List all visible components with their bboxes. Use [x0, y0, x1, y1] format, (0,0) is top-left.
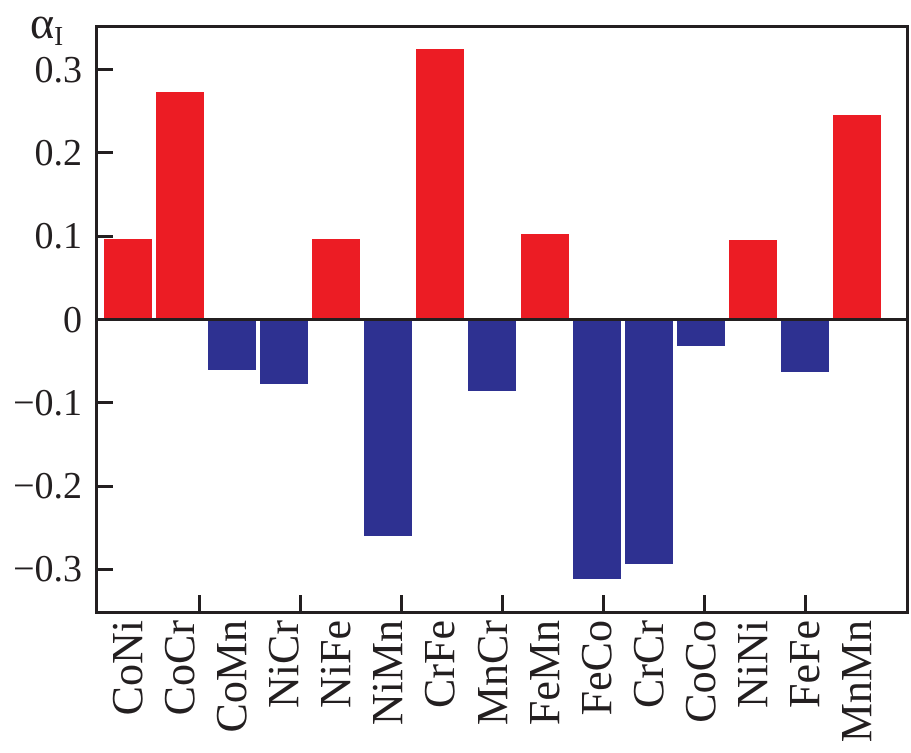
bar-CoCo: [676, 319, 725, 347]
bar-MnCr: [468, 319, 517, 392]
x-tick-mark: [399, 595, 403, 611]
y-tick-mark: [98, 401, 113, 405]
x-tick-mark: [702, 595, 706, 611]
y-tick-label: 0.3: [34, 48, 83, 91]
x-label-slot: FeCo: [571, 620, 623, 753]
y-axis-title: αI: [30, 0, 63, 50]
x-axis-category-labels: CoNi CoCr CoMn NiCr NiFe NiMn CrFe MnCr FeMn FeCo…: [98, 620, 906, 753]
y-tick-mark: [98, 234, 113, 238]
bar-NiMn: [364, 319, 413, 537]
bar-NiCr: [260, 319, 309, 385]
x-tick-mark: [803, 595, 807, 611]
x-tick-label-CoMn: CoMn: [207, 620, 257, 733]
bar-MnMn: [832, 114, 881, 320]
x-label-slot: NiNi: [727, 620, 779, 753]
x-label-slot: CoCo: [675, 620, 727, 753]
x-label-slot: CoNi: [102, 620, 154, 753]
y-axis-title-subscript: I: [54, 20, 64, 51]
y-tick-label: −0.2: [13, 465, 82, 508]
x-tick-label-MnCr: MnCr: [467, 620, 517, 726]
x-tick-mark: [298, 595, 302, 611]
x-label-slot: NiFe: [310, 620, 362, 753]
x-tick-label-NiCr: NiCr: [259, 620, 309, 708]
bar-CoCr: [156, 92, 205, 320]
bar-FeCo: [572, 319, 621, 580]
y-axis-title-base: α: [30, 0, 55, 48]
x-label-slot: FeMn: [519, 620, 571, 753]
plot-area: [95, 25, 909, 614]
x-label-slot: MnMn: [831, 620, 883, 753]
x-label-slot: CoCr: [154, 620, 206, 753]
bar-CrCr: [624, 319, 673, 564]
y-tick-label: −0.3: [13, 548, 82, 591]
x-tick-label-FeFe: FeFe: [779, 620, 829, 708]
bar-CoNi: [104, 238, 152, 320]
x-label-slot: CoMn: [206, 620, 258, 753]
bar-NiNi: [728, 239, 777, 320]
x-tick-label-MnMn: MnMn: [832, 620, 881, 743]
y-tick-label: 0: [63, 298, 82, 341]
x-tick-mark: [197, 595, 201, 611]
y-tick-mark: [98, 484, 113, 488]
bar-FeMn: [520, 233, 569, 320]
x-label-slot: NiMn: [362, 620, 414, 753]
y-tick-label: 0.2: [34, 131, 83, 174]
x-tick-label-NiNi: NiNi: [727, 620, 777, 708]
bar-FeFe: [780, 319, 829, 372]
x-label-slot: NiCr: [258, 620, 310, 753]
x-tick-mark: [500, 595, 504, 611]
y-tick-mark: [98, 151, 113, 155]
x-tick-label-CoNi: CoNi: [103, 620, 153, 716]
x-label-slot: FeFe: [779, 620, 831, 753]
y-tick-mark: [98, 567, 113, 571]
zero-line: [98, 318, 906, 321]
x-tick-label-CrCr: CrCr: [623, 620, 673, 708]
x-tick-label-NiFe: NiFe: [311, 620, 361, 708]
y-axis-tick-labels: 0.3 0.2 0.1 0 −0.1 −0.2 −0.3: [0, 28, 82, 611]
y-tick-label: 0.1: [34, 215, 83, 258]
x-tick-label-FeCo: FeCo: [571, 620, 621, 716]
x-label-slot: CrFe: [414, 620, 466, 753]
x-tick-mark: [601, 595, 605, 611]
x-tick-label-CoCr: CoCr: [155, 620, 205, 716]
bar-NiFe: [312, 238, 361, 320]
y-tick-label: −0.1: [13, 381, 82, 424]
x-tick-label-CoCo: CoCo: [675, 620, 725, 723]
bar-CrFe: [416, 48, 465, 320]
bar-CoMn: [208, 319, 257, 371]
x-label-slot: MnCr: [466, 620, 518, 753]
x-tick-label-CrFe: CrFe: [415, 620, 465, 708]
x-tick-label-NiMn: NiMn: [363, 620, 413, 726]
x-label-slot: CrCr: [623, 620, 675, 753]
x-tick-label-FeMn: FeMn: [519, 620, 569, 726]
y-tick-mark: [98, 68, 113, 72]
